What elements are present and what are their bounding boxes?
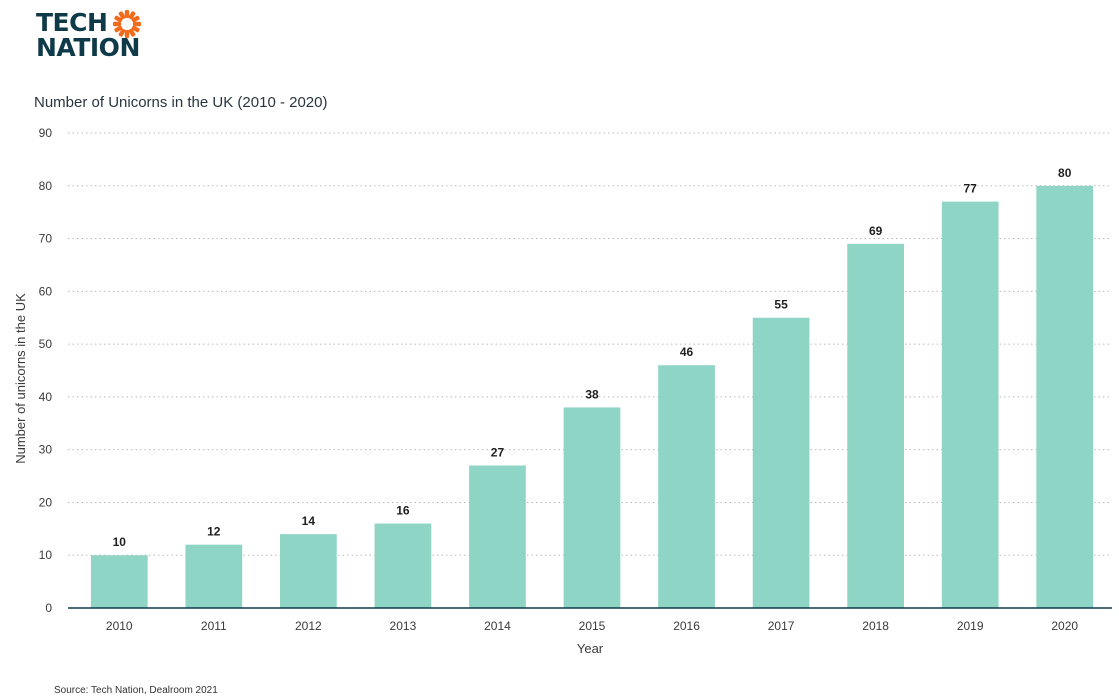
bar [847,243,904,609]
bar [185,544,243,608]
sun-ray [124,10,130,18]
data-label: 77 [964,182,978,196]
y-tick-label: 70 [39,232,53,246]
data-label: 38 [585,387,599,401]
source-note: Source: Tech Nation, Dealroom 2021 [54,685,218,696]
bar [374,523,432,608]
bar [1036,185,1094,608]
data-label: 69 [869,224,883,238]
logo-line-tech: TECH [36,8,108,37]
bar [752,317,810,608]
sun-ray [114,25,123,33]
sun-ray [124,30,130,38]
x-tick-label: 2020 [1051,619,1078,633]
x-axis-title: Year [577,641,604,656]
data-label: 12 [207,525,221,539]
sun-ray [128,11,136,20]
sun-ray [114,15,123,23]
x-tick-label: 2012 [295,619,322,633]
x-tick-label: 2011 [201,619,227,633]
x-tick-label: 2019 [957,619,984,633]
sun-ray [128,28,136,37]
x-tick-label: 2015 [579,619,606,633]
y-tick-label: 30 [39,443,53,457]
y-tick-label: 20 [39,495,53,509]
sun-ray [131,15,140,23]
sun-icon [113,10,141,38]
sun-ray [133,21,141,27]
x-tick-label: 2010 [106,619,133,633]
data-label: 80 [1058,166,1072,180]
x-tick-label: 2014 [484,619,511,633]
bar [469,465,526,608]
bar [280,534,337,608]
logo-wordmark: TECH NATION [36,10,140,60]
bar [941,201,999,608]
sun-ray [131,25,140,33]
bar [563,407,621,608]
sun-ray [118,28,126,37]
logo-line-nation: NATION [36,33,140,62]
y-tick-label: 10 [39,548,53,562]
data-label: 14 [302,514,316,528]
bar [90,555,148,608]
x-tick-label: 2013 [390,619,417,633]
sun-ray [118,11,126,20]
data-label: 27 [491,446,505,460]
x-tick-label: 2016 [673,619,700,633]
y-tick-label: 40 [39,390,53,404]
bar [658,365,715,608]
tech-nation-logo: TECH NATION [36,10,156,70]
x-tick-label: 2018 [862,619,889,633]
x-tick-label: 2017 [768,619,795,633]
y-tick-label: 50 [39,337,53,351]
y-tick-label: 0 [45,601,52,615]
y-tick-label: 90 [39,126,53,140]
y-tick-label: 60 [39,284,53,298]
y-tick-label: 80 [39,179,53,193]
data-label: 55 [774,298,788,312]
data-label: 46 [680,345,694,359]
data-label: 16 [396,504,410,518]
chart-title: Number of Unicorns in the UK (2010 - 202… [34,94,328,111]
data-label: 10 [113,535,127,549]
y-axis-title: Number of unicorns in the UK [13,293,28,464]
sun-ray [113,21,121,27]
